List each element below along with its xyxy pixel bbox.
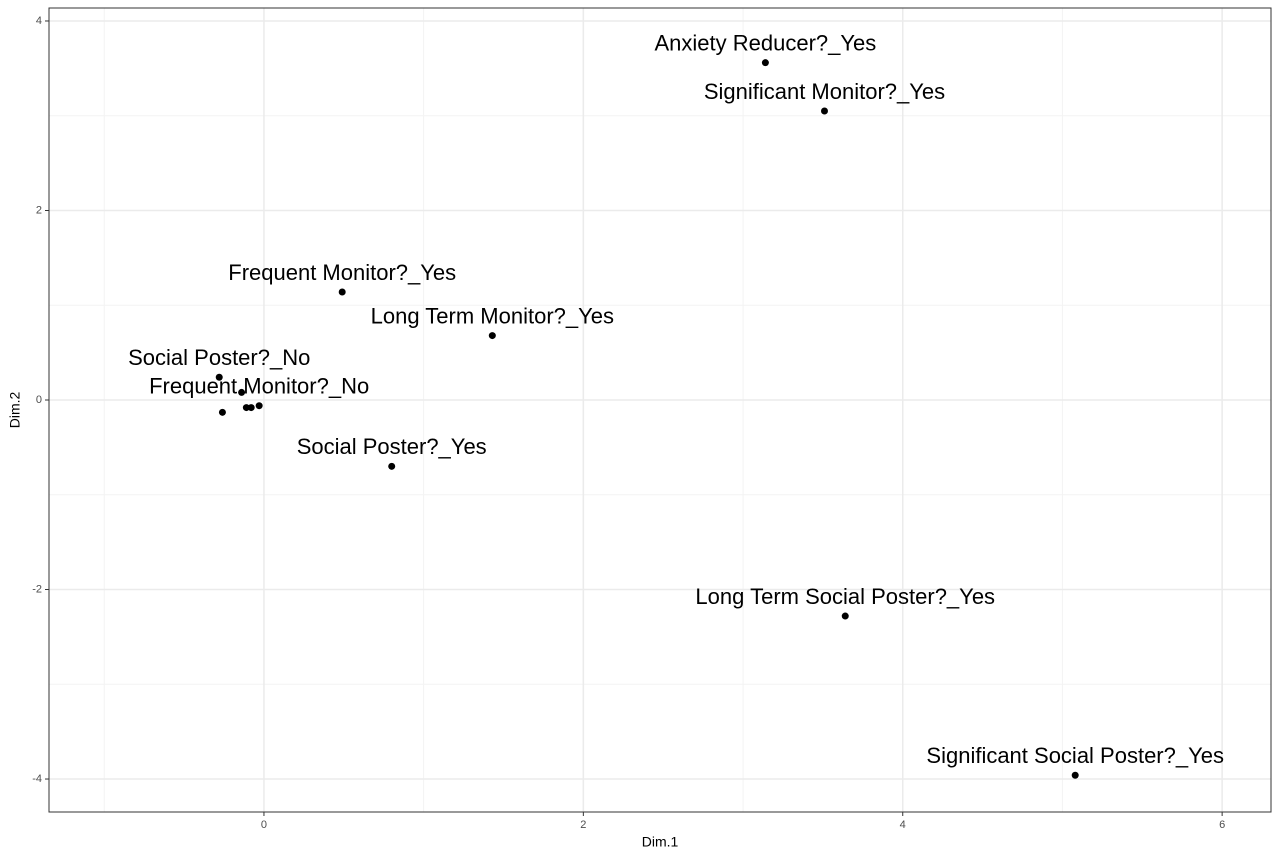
plot-border — [48, 7, 1272, 813]
point-label: Significant Monitor?_Yes — [704, 79, 945, 104]
point-label: Frequent Monitor?_No — [149, 374, 369, 399]
point — [338, 288, 346, 296]
point-label: Frequent Monitor?_Yes — [228, 260, 456, 285]
point-label: Social Poster?_No — [128, 345, 310, 370]
point — [820, 107, 828, 115]
point — [247, 404, 255, 412]
x-tick-label: 6 — [1219, 819, 1225, 831]
point — [242, 404, 250, 412]
point — [488, 332, 496, 340]
point-label: Anxiety Reducer?_Yes — [655, 30, 877, 55]
x-axis-title: Dim.1 — [642, 834, 679, 850]
point — [215, 373, 223, 381]
point-label: Significant Social Poster?_Yes — [926, 743, 1224, 768]
y-tick-label: 4 — [36, 15, 42, 27]
point — [388, 462, 396, 470]
point-label: Long Term Monitor?_Yes — [371, 303, 614, 328]
x-tick-label: 0 — [261, 819, 267, 831]
point-label: Social Poster?_Yes — [297, 434, 487, 459]
point — [1071, 771, 1079, 779]
x-tick-label: 4 — [900, 819, 906, 831]
point — [218, 408, 226, 416]
y-tick-label: -4 — [32, 773, 42, 785]
y-tick-label: -2 — [32, 583, 42, 595]
point — [761, 59, 769, 67]
point — [255, 402, 263, 410]
x-tick-label: 2 — [580, 819, 586, 831]
point — [841, 612, 849, 620]
y-axis-title: Dim.2 — [7, 392, 23, 429]
y-tick-label: 2 — [36, 204, 42, 216]
y-tick-label: 0 — [36, 394, 42, 406]
point — [238, 388, 246, 396]
point-label: Long Term Social Poster?_Yes — [695, 584, 995, 609]
